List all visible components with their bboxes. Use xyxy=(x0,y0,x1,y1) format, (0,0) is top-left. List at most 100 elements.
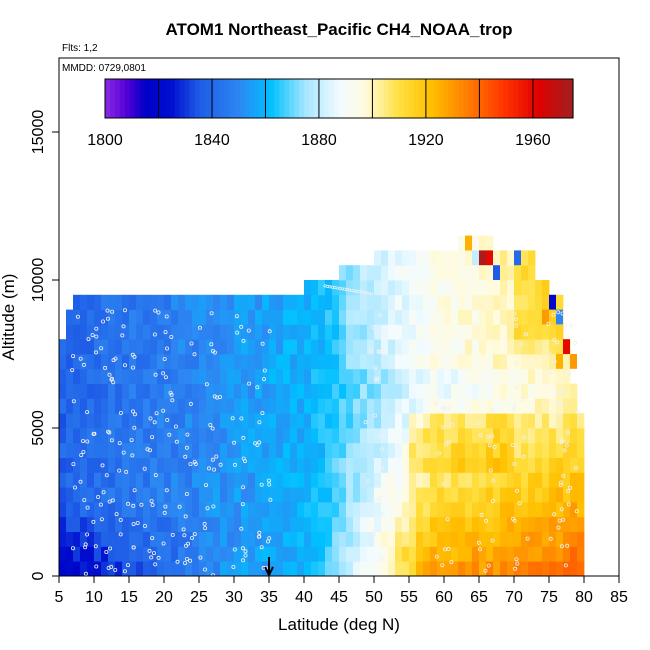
colorbar-segment xyxy=(378,79,385,118)
colorbar-tick-label: 1880 xyxy=(301,132,337,149)
heatmap-cell xyxy=(486,339,494,355)
heatmap-cell xyxy=(304,339,312,355)
heatmap-cell xyxy=(255,457,263,473)
heatmap-cell xyxy=(164,561,172,577)
heatmap-cell xyxy=(521,339,529,355)
heatmap-cell xyxy=(472,502,480,518)
heatmap-cell xyxy=(479,265,487,281)
heatmap-cell xyxy=(374,428,382,444)
heatmap-cell xyxy=(353,487,361,503)
heatmap-cell xyxy=(157,324,165,340)
heatmap-cell xyxy=(353,354,361,370)
heatmap-cell xyxy=(409,487,417,503)
heatmap-cell xyxy=(73,546,81,562)
sample-point xyxy=(558,401,563,406)
colorbar-segment xyxy=(144,79,151,118)
sample-point xyxy=(241,435,246,440)
heatmap-cell xyxy=(234,339,242,355)
sample-point xyxy=(377,433,382,438)
heatmap-cell xyxy=(388,428,396,444)
heatmap-cell xyxy=(514,280,522,296)
heatmap-cell xyxy=(136,309,144,325)
heatmap-cell xyxy=(101,457,109,473)
colorbar-segment xyxy=(149,79,156,118)
heatmap-cell xyxy=(192,383,200,399)
heatmap-cell xyxy=(318,309,326,325)
sample-point xyxy=(151,551,156,556)
heatmap-cell xyxy=(66,487,74,503)
heatmap-cell xyxy=(430,250,438,266)
heatmap-cell xyxy=(500,561,508,577)
heatmap-cell xyxy=(101,428,109,444)
heatmap-cell xyxy=(136,339,144,355)
heatmap-cell xyxy=(143,502,151,518)
heatmap-cell xyxy=(248,442,256,458)
sample-point xyxy=(259,482,264,487)
heatmap-cell xyxy=(409,368,417,384)
sample-point xyxy=(169,392,174,397)
heatmap-cell xyxy=(402,398,410,414)
heatmap-cell xyxy=(241,472,249,488)
heatmap-cell xyxy=(493,487,501,503)
heatmap-cell xyxy=(374,383,382,399)
heatmap-cell xyxy=(395,502,403,518)
sample-point xyxy=(547,370,552,375)
heatmap-cell xyxy=(136,398,144,414)
heatmap-cell xyxy=(570,457,578,473)
heatmap-cell xyxy=(325,516,333,532)
heatmap-cell xyxy=(416,561,424,577)
colorbar-segment xyxy=(194,79,201,118)
heatmap-cell xyxy=(486,235,494,251)
heatmap-cell xyxy=(178,531,186,547)
heatmap-cell xyxy=(325,442,333,458)
heatmap-cell xyxy=(423,324,431,340)
heatmap-cell xyxy=(199,457,207,473)
heatmap-cell xyxy=(381,368,389,384)
heatmap-cell xyxy=(143,368,151,384)
heatmap-cell xyxy=(465,428,473,444)
heatmap-cell xyxy=(479,472,487,488)
heatmap-cell xyxy=(451,561,459,577)
heatmap-cell xyxy=(409,413,417,429)
heatmap-cell xyxy=(290,324,298,340)
sample-point xyxy=(81,438,86,443)
heatmap-cell xyxy=(108,516,116,532)
heatmap-cell xyxy=(297,368,305,384)
heatmap-cell xyxy=(563,428,571,444)
colorbar-segment xyxy=(269,79,275,118)
heatmap-cell xyxy=(213,294,221,310)
heatmap-cell xyxy=(451,546,459,562)
colorbar-segment xyxy=(518,79,524,118)
heatmap-cell xyxy=(444,516,452,532)
sample-point xyxy=(197,325,202,330)
heatmap-cell xyxy=(206,442,214,458)
heatmap-cell xyxy=(199,546,207,562)
heatmap-cell xyxy=(227,398,235,414)
heatmap-cell xyxy=(381,324,389,340)
heatmap-cell xyxy=(535,339,543,355)
heatmap-cell xyxy=(283,472,291,488)
heatmap-cell xyxy=(577,457,585,473)
heatmap-cell xyxy=(465,487,473,503)
heatmap-cell xyxy=(444,294,452,310)
heatmap-cell xyxy=(269,428,277,444)
colorbar-segment xyxy=(319,79,325,118)
heatmap-cell xyxy=(192,516,200,532)
heatmap-cell xyxy=(374,561,382,577)
sample-point xyxy=(163,375,168,380)
heatmap-cell xyxy=(129,428,137,444)
heatmap-cell xyxy=(458,413,466,429)
heatmap-cell xyxy=(402,472,410,488)
heatmap-cell xyxy=(451,457,459,473)
heatmap-cell xyxy=(465,294,473,310)
heatmap-cell xyxy=(248,413,256,429)
heatmap-cell xyxy=(388,398,396,414)
y-tick-label: 15000 xyxy=(30,110,47,155)
heatmap-cell xyxy=(493,428,501,444)
heatmap-cell xyxy=(535,324,543,340)
heatmap-cell xyxy=(388,339,396,355)
heatmap-cell xyxy=(171,442,179,458)
heatmap-cell xyxy=(297,516,305,532)
heatmap-cell xyxy=(437,531,445,547)
heatmap-cell xyxy=(556,561,564,577)
